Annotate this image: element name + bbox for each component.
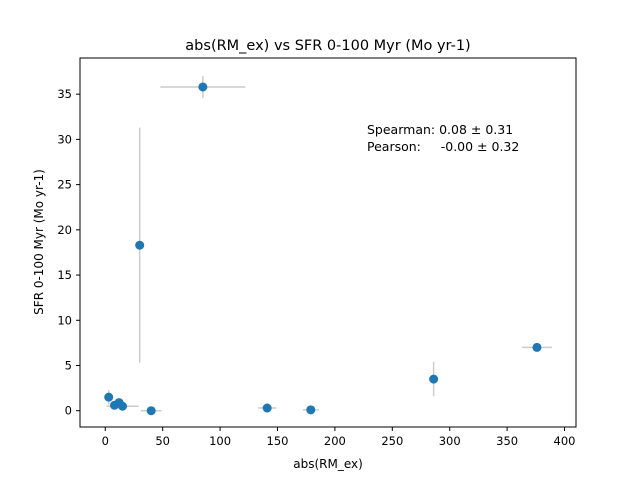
x-tick-label: 350 [496, 434, 518, 448]
x-tick-label: 250 [381, 434, 403, 448]
y-tick-label: 35 [57, 87, 72, 101]
y-axis-label: SFR 0-100 Myr (Mo yr-1) [32, 169, 46, 315]
y-tick-label: 20 [57, 223, 72, 237]
y-tick-label: 15 [57, 268, 72, 282]
x-tick-label: 400 [554, 434, 576, 448]
pearson-annotation: Pearson: -0.00 ± 0.32 [367, 139, 519, 154]
x-tick-label: 100 [209, 434, 231, 448]
x-tick-label: 150 [267, 434, 289, 448]
data-point [104, 392, 114, 402]
y-axis: 0 5 10 15 20 25 30 35 [57, 87, 80, 418]
x-tick-label: 0 [102, 434, 109, 448]
spearman-annotation: Spearman: 0.08 ± 0.31 [367, 122, 513, 137]
data-points [104, 82, 542, 416]
correlation-annotation: Spearman: 0.08 ± 0.31 Pearson: -0.00 ± 0… [367, 122, 519, 154]
data-point [429, 374, 439, 384]
y-tick-label: 0 [65, 404, 72, 418]
chart-title: abs(RM_ex) vs SFR 0-100 Myr (Mo yr-1) [185, 38, 470, 54]
data-point [117, 401, 127, 411]
data-point [146, 406, 156, 416]
data-point [198, 82, 208, 92]
plot-area [104, 76, 552, 416]
x-axis: 0 50 100 150 200 250 300 350 400 [102, 427, 576, 448]
data-point [135, 240, 145, 250]
x-tick-label: 300 [439, 434, 461, 448]
y-tick-label: 25 [57, 178, 72, 192]
axes-frame [79, 57, 577, 428]
y-tick-label: 5 [65, 359, 72, 373]
x-axis-label: abs(RM_ex) [293, 457, 363, 471]
data-point [262, 403, 272, 413]
y-tick-label: 30 [57, 132, 72, 146]
data-point [306, 405, 316, 415]
x-tick-label: 50 [155, 434, 170, 448]
x-tick-label: 200 [324, 434, 346, 448]
data-point [532, 342, 542, 352]
y-tick-label: 10 [57, 313, 72, 327]
